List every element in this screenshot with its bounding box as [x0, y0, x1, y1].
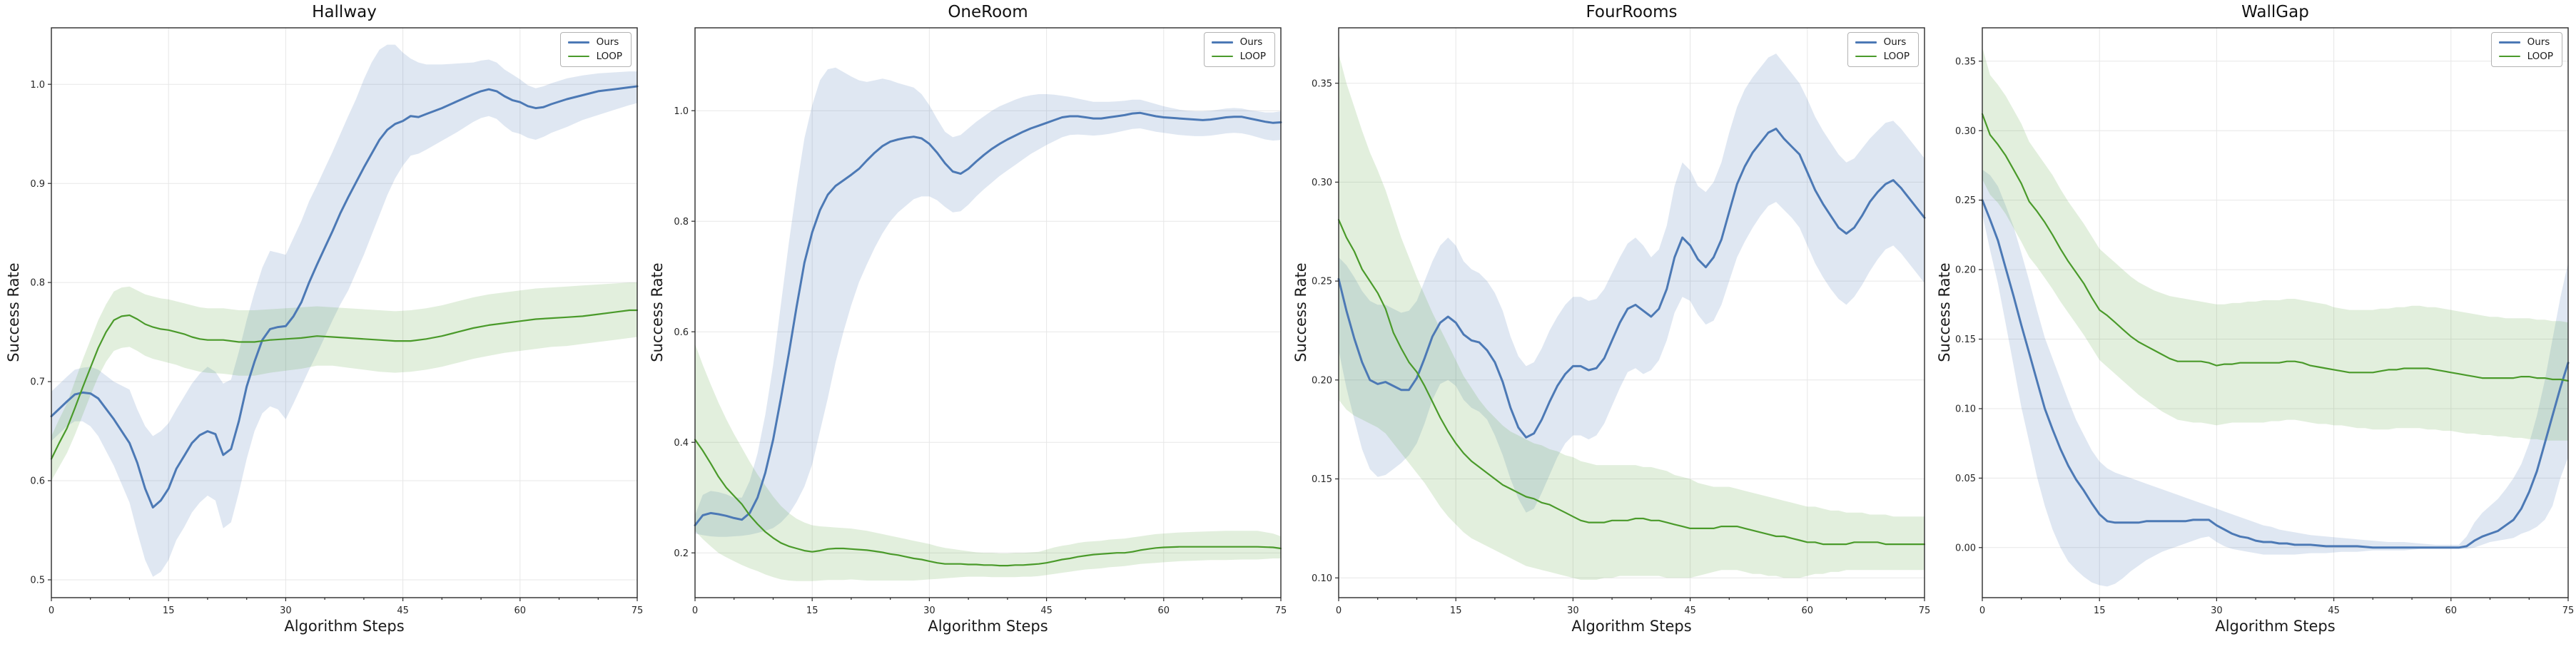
- svg-text:30: 30: [2211, 605, 2223, 616]
- svg-text:0.25: 0.25: [1955, 195, 1976, 206]
- ours-line-swatch: [1211, 41, 1233, 44]
- svg-text:75: 75: [1275, 605, 1287, 616]
- svg-text:0.10: 0.10: [1955, 404, 1976, 415]
- loop-line-swatch: [1855, 56, 1877, 58]
- svg-text:0.9: 0.9: [30, 179, 45, 190]
- plot-area-wallgap: 0 15 30 45 60 75 0.00 0.05 0.10 0.15 0.20 0.25 0.30 0…: [1955, 27, 2575, 616]
- svg-text:0: 0: [692, 605, 698, 616]
- x-axis-label: Algorithm Steps: [928, 618, 1048, 635]
- chart-panel-wallgap: WallGap Success Rate Algorithm Steps Our…: [1931, 0, 2575, 649]
- chart-panel-fourrooms: FourRooms Success Rate Algorithm Steps O…: [1287, 0, 1931, 649]
- svg-text:0.30: 0.30: [1955, 126, 1976, 137]
- ours-line-swatch: [1855, 41, 1877, 44]
- svg-text:45: 45: [1040, 605, 1053, 616]
- svg-text:0.30: 0.30: [1312, 178, 1332, 188]
- svg-text:0.4: 0.4: [674, 438, 689, 449]
- svg-text:75: 75: [2562, 605, 2575, 616]
- svg-text:1.0: 1.0: [30, 80, 45, 91]
- chart-title: OneRoom: [948, 3, 1028, 21]
- legend-item-loop: LOOP: [2498, 50, 2553, 62]
- legend-item-ours: Ours: [567, 36, 622, 48]
- svg-text:0.15: 0.15: [1955, 334, 1976, 345]
- svg-text:0.5: 0.5: [30, 576, 45, 586]
- svg-text:60: 60: [2445, 605, 2458, 616]
- svg-text:45: 45: [397, 605, 409, 616]
- svg-text:30: 30: [280, 605, 292, 616]
- legend-label: LOOP: [1883, 50, 1910, 62]
- legend-label: LOOP: [2527, 50, 2553, 62]
- legend: Ours LOOP: [1847, 32, 1919, 67]
- svg-text:75: 75: [1919, 605, 1931, 616]
- svg-text:30: 30: [923, 605, 935, 616]
- svg-text:0.05: 0.05: [1955, 474, 1976, 484]
- legend-item-ours: Ours: [1855, 36, 1910, 48]
- legend-item-ours: Ours: [1211, 36, 1266, 48]
- legend-item-loop: LOOP: [1211, 50, 1266, 62]
- svg-text:15: 15: [1450, 605, 1462, 616]
- x-axis-label: Algorithm Steps: [284, 618, 405, 635]
- chart-title: WallGap: [2241, 3, 2309, 21]
- svg-text:0.20: 0.20: [1955, 265, 1976, 276]
- chart-title: Hallway: [312, 3, 377, 21]
- ours-line-swatch: [567, 41, 589, 44]
- svg-text:15: 15: [806, 605, 818, 616]
- legend: Ours LOOP: [1203, 32, 1275, 67]
- svg-text:0.10: 0.10: [1312, 573, 1332, 584]
- svg-text:45: 45: [2328, 605, 2340, 616]
- svg-text:60: 60: [1802, 605, 1814, 616]
- x-axis-label: Algorithm Steps: [2215, 618, 2336, 635]
- svg-text:0.6: 0.6: [674, 327, 689, 338]
- svg-text:0.00: 0.00: [1955, 543, 1976, 553]
- svg-text:0.8: 0.8: [30, 278, 45, 289]
- loop-line-swatch: [567, 56, 589, 58]
- svg-text:75: 75: [632, 605, 644, 616]
- plot-area-fourrooms: 0 15 30 45 60 75 0.10 0.15 0.20 0.25 0.30 0.35: [1312, 27, 1931, 616]
- legend-item-loop: LOOP: [567, 50, 622, 62]
- legend: Ours LOOP: [559, 32, 632, 67]
- legend-item-ours: Ours: [2498, 36, 2553, 48]
- legend-label: Ours: [2527, 36, 2550, 48]
- svg-text:15: 15: [163, 605, 175, 616]
- legend-label: LOOP: [1239, 50, 1266, 62]
- chart-panel-hallway: Hallway Success Rate Algorithm Steps Our…: [0, 0, 644, 649]
- loop-line-swatch: [1211, 56, 1233, 58]
- legend-label: Ours: [1239, 36, 1263, 48]
- svg-text:30: 30: [1567, 605, 1579, 616]
- svg-text:0: 0: [49, 605, 54, 616]
- plot-area-oneroom: 0 15 30 45 60 75 0.2 0.4 0.6 0.8 1.0: [674, 27, 1287, 616]
- legend: Ours LOOP: [2490, 32, 2562, 67]
- legend-label: Ours: [1883, 36, 1907, 48]
- x-axis-label: Algorithm Steps: [1571, 618, 1692, 635]
- chart-panel-oneroom: OneRoom Success Rate Algorithm Steps Our…: [644, 0, 1287, 649]
- svg-text:0: 0: [1979, 605, 1985, 616]
- svg-text:0.25: 0.25: [1312, 277, 1332, 287]
- svg-text:45: 45: [1684, 605, 1696, 616]
- svg-text:0.2: 0.2: [674, 548, 689, 559]
- svg-text:60: 60: [1158, 605, 1170, 616]
- svg-text:0.15: 0.15: [1312, 474, 1332, 485]
- svg-text:0.35: 0.35: [1312, 78, 1332, 89]
- svg-text:0.7: 0.7: [30, 377, 45, 388]
- legend-item-loop: LOOP: [1855, 50, 1910, 62]
- legend-label: Ours: [596, 36, 619, 48]
- svg-text:0.35: 0.35: [1955, 56, 1976, 67]
- legend-label: LOOP: [596, 50, 622, 62]
- chart-title: FourRooms: [1586, 3, 1678, 21]
- svg-text:0.6: 0.6: [30, 476, 45, 487]
- svg-text:0.20: 0.20: [1312, 375, 1332, 386]
- ours-line-swatch: [2498, 41, 2520, 44]
- loop-line-swatch: [2498, 56, 2520, 58]
- plot-area-hallway: 0 15 30 45 60 75 0.5 0.6 0.7 0.8 0.9 1.0: [30, 27, 644, 616]
- svg-text:1.0: 1.0: [674, 106, 689, 117]
- svg-text:0: 0: [1336, 605, 1342, 616]
- svg-text:15: 15: [2094, 605, 2106, 616]
- svg-text:60: 60: [514, 605, 527, 616]
- svg-text:0.8: 0.8: [674, 217, 689, 228]
